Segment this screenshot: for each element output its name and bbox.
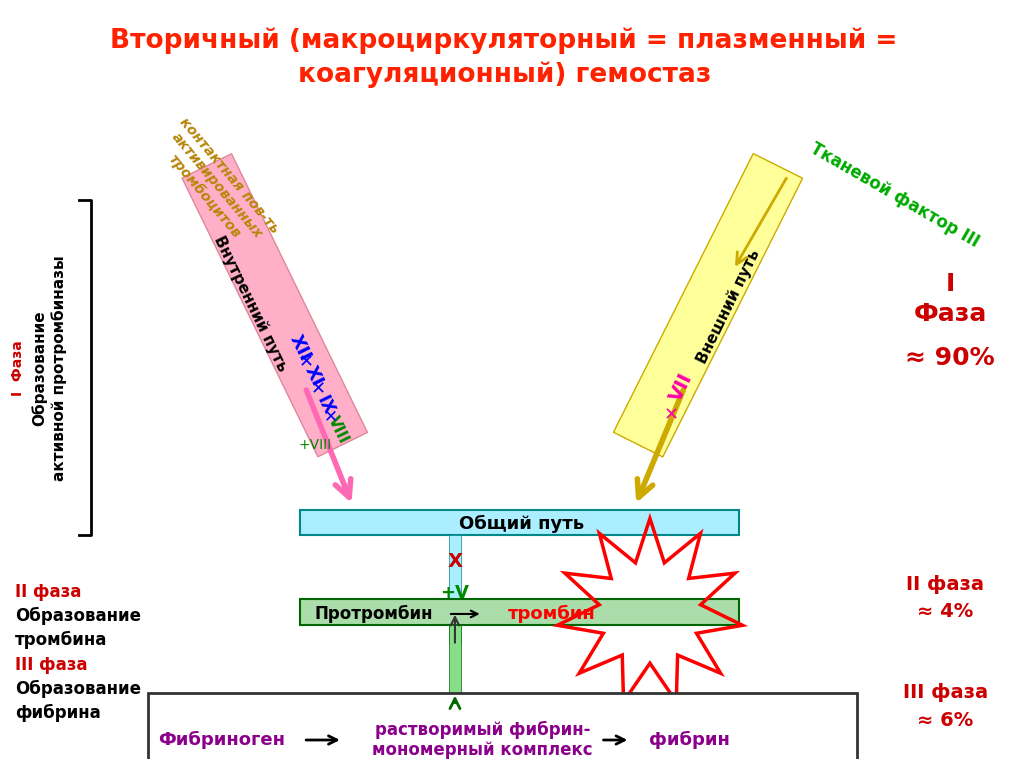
Text: Внешний путь: Внешний путь [694,247,763,367]
Text: IX: IX [312,393,337,418]
Text: тромбина: тромбина [14,630,108,649]
Text: III фаза: III фаза [14,657,87,674]
Bar [300,509,738,535]
Text: +V: +V [440,584,469,602]
Text: растворимый фибрин-
мономерный комплекс: растворимый фибрин- мономерный комплекс [372,720,593,759]
Text: Общий путь: Общий путь [460,515,585,533]
Text: ≈ 6%: ≈ 6% [918,711,974,730]
Text: Фибриноген: Фибриноген [158,731,285,749]
Text: Протромбин: Протромбин [315,605,433,623]
Text: III фаза: III фаза [903,683,988,703]
Text: II фаза: II фаза [14,583,81,601]
Text: ✕: ✕ [299,353,313,371]
Text: I  Фаза: I Фаза [10,340,25,396]
Text: I: I [945,272,955,296]
Text: +VIII: +VIII [299,438,332,452]
Text: Фаза: Фаза [913,301,987,326]
Text: X: X [447,552,463,571]
Text: ✕: ✕ [664,406,679,424]
Text: ≈ 90%: ≈ 90% [905,346,995,370]
Text: фибрина: фибрина [14,703,100,722]
Bar [450,625,461,703]
Text: VII: VII [667,370,696,405]
Text: ✕: ✕ [324,407,338,425]
Text: ≈ 4%: ≈ 4% [918,603,974,621]
Text: ✕: ✕ [310,380,326,398]
Text: тромбин: тромбин [508,605,595,623]
Text: Образование: Образование [14,607,140,625]
Text: Внутренний путь: Внутренний путь [212,233,291,374]
Text: XII: XII [287,332,314,364]
Text: фибрин: фибрин [649,731,730,749]
Text: контактная пов-ть
активированных
тромбоцитов: контактная пов-ть активированных тромбоц… [152,114,282,257]
Text: Вторичный (макроциркуляторный = плазменный =: Вторичный (макроциркуляторный = плазменн… [111,28,898,54]
Polygon shape [613,153,803,457]
Text: Образование: Образование [14,680,140,698]
Text: II фаза: II фаза [906,575,984,594]
Bar [300,599,738,625]
Text: XI: XI [301,363,326,389]
Text: Образование: Образование [32,310,47,426]
Text: коагуляционный) гемостаз: коагуляционный) гемостаз [298,61,711,87]
Text: VIII: VIII [325,413,351,446]
Bar [147,693,857,767]
Text: активной протромбиназы: активной протромбиназы [51,255,67,481]
Polygon shape [182,153,368,456]
Text: Тканевой фактор III: Тканевой фактор III [808,140,983,252]
Bar [450,535,461,644]
